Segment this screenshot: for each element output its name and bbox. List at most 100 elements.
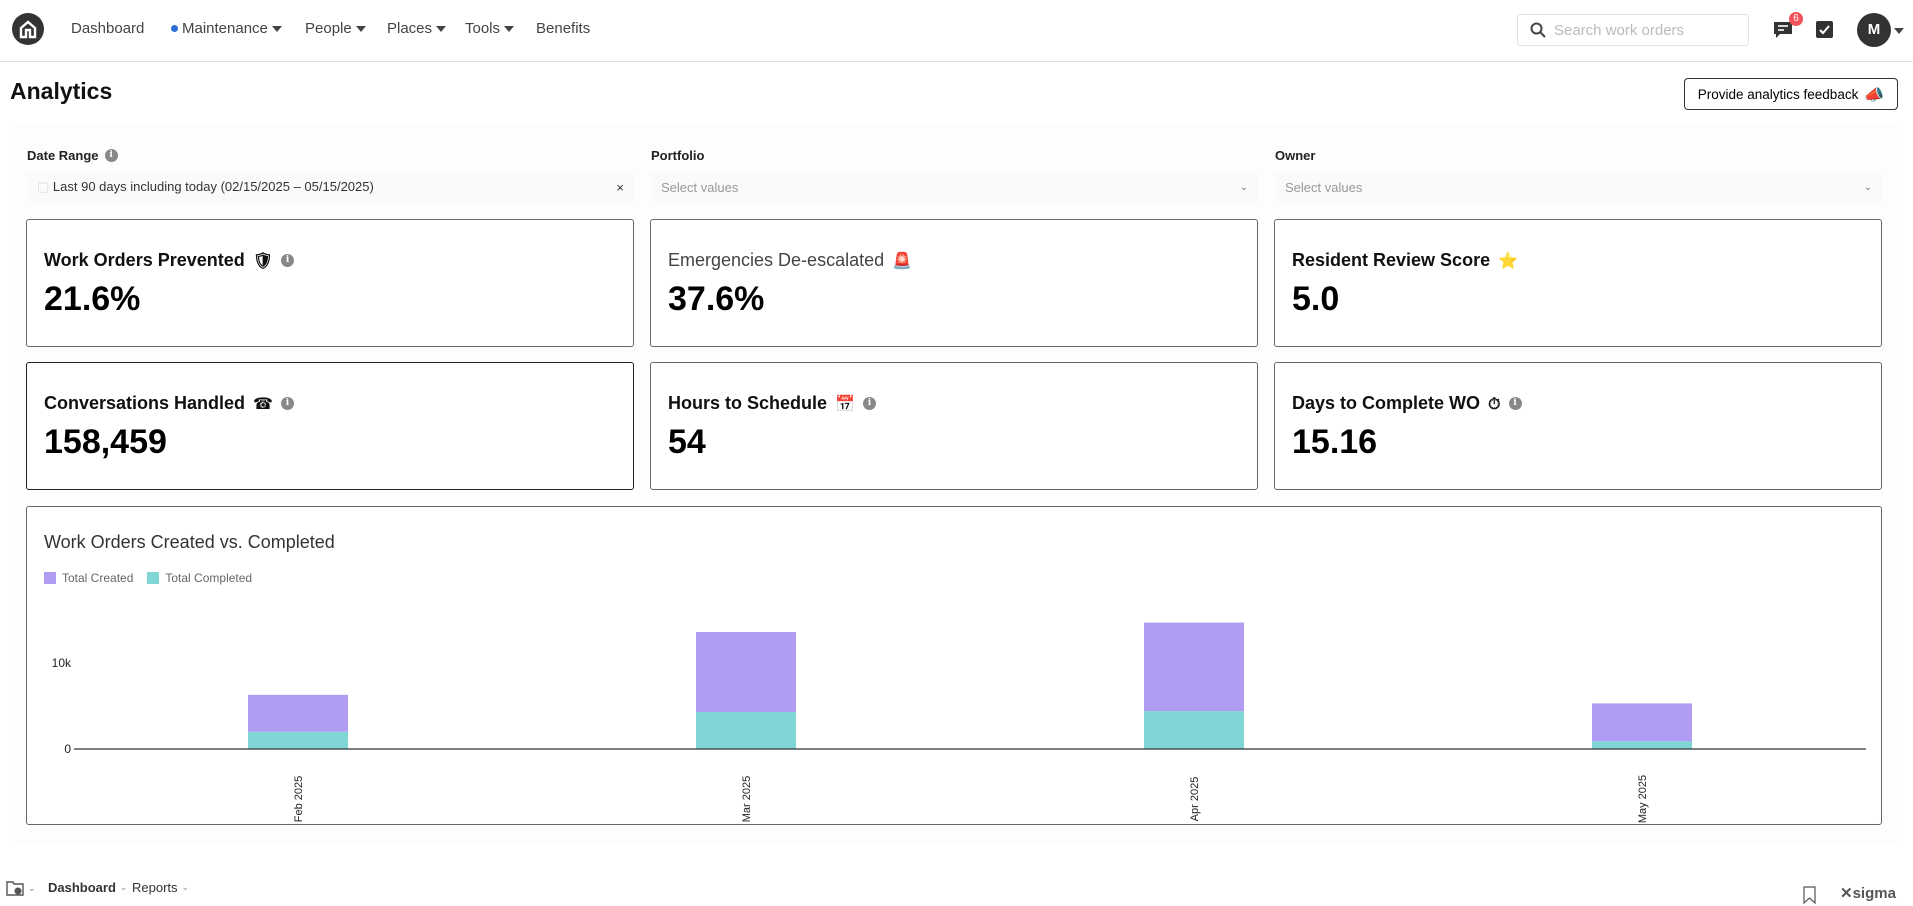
kpi-card-resident-review-score[interactable]: Resident Review Score ⭐ 5.0 bbox=[1274, 219, 1882, 347]
sigma-logo-icon: ✕ bbox=[1840, 885, 1853, 902]
kpi-emoji-icon: 🛡 bbox=[252, 251, 274, 270]
home-logo-icon[interactable] bbox=[12, 13, 44, 45]
bar-total-created[interactable] bbox=[696, 632, 796, 713]
footer-tab-reports[interactable]: Reports ⌄ bbox=[132, 880, 190, 895]
chart-legend: Total Created Total Completed bbox=[44, 571, 252, 585]
megaphone-icon: 📣 bbox=[1864, 84, 1885, 104]
kpi-emoji-icon: ⭐ bbox=[1498, 251, 1519, 270]
bookmark-icon[interactable] bbox=[1803, 886, 1816, 904]
bar-total-completed[interactable] bbox=[248, 731, 348, 749]
kpi-title: Work Orders Prevented 🛡 i bbox=[44, 250, 295, 271]
portfolio-placeholder: Select values bbox=[661, 179, 739, 195]
x-tick-label: Apr 2025 bbox=[1189, 777, 1201, 822]
x-tick-label: Feb 2025 bbox=[293, 776, 305, 822]
nav-item-people[interactable]: People bbox=[305, 20, 366, 37]
clear-icon[interactable]: × bbox=[616, 179, 624, 195]
portfolio-label: Portfolio bbox=[651, 148, 705, 163]
kpi-value: 37.6% bbox=[668, 280, 765, 318]
bar-total-completed[interactable] bbox=[696, 712, 796, 749]
sigma-logo: ✕sigma bbox=[1840, 885, 1896, 902]
status-dot bbox=[171, 25, 178, 32]
kpi-card-hours-to-schedule[interactable]: Hours to Schedule 📅 i 54 bbox=[650, 362, 1258, 490]
info-icon[interactable]: i bbox=[281, 254, 295, 267]
feedback-label: Provide analytics feedback bbox=[1697, 86, 1859, 102]
legend-item-created[interactable]: Total Created bbox=[44, 571, 133, 585]
kpi-value: 15.16 bbox=[1292, 423, 1378, 461]
info-icon[interactable]: i bbox=[1508, 397, 1522, 410]
bar-total-created[interactable] bbox=[1592, 703, 1692, 742]
search-box[interactable] bbox=[1517, 14, 1749, 46]
nav-item-label: Places bbox=[387, 20, 433, 37]
search-icon bbox=[1530, 22, 1546, 38]
kpi-value: 158,459 bbox=[44, 423, 167, 461]
bar-total-completed[interactable] bbox=[1144, 711, 1244, 749]
kpi-emoji-icon: 🚨 bbox=[892, 251, 913, 270]
folder-menu[interactable]: ⌄ bbox=[6, 880, 36, 896]
page-title: Analytics bbox=[10, 78, 113, 104]
owner-placeholder: Select values bbox=[1285, 179, 1363, 195]
kpi-title: Emergencies De-escalated 🚨 bbox=[668, 250, 913, 270]
calendar-icon: ▢ bbox=[37, 179, 53, 194]
nav-item-maintenance[interactable]: Maintenance bbox=[171, 20, 282, 37]
kpi-value: 54 bbox=[668, 423, 706, 461]
kpi-title: Conversations Handled ☎ i bbox=[44, 393, 294, 414]
portfolio-select[interactable]: Select values ⌄ bbox=[651, 172, 1258, 202]
nav-item-label: Tools bbox=[465, 20, 501, 37]
bar-total-created[interactable] bbox=[248, 694, 348, 732]
owner-select[interactable]: Select values ⌄ bbox=[1275, 172, 1882, 202]
nav-item-benefits[interactable]: Benefits bbox=[536, 20, 590, 37]
x-tick-label: May 2025 bbox=[1637, 775, 1649, 823]
kpi-title: Hours to Schedule 📅 i bbox=[668, 393, 876, 414]
kpi-emoji-icon: 📅 bbox=[835, 394, 855, 413]
nav-item-label: Maintenance bbox=[182, 20, 268, 37]
kpi-card-work-orders-prevented[interactable]: Work Orders Prevented 🛡 i 21.6% bbox=[26, 219, 634, 347]
caret-down-icon bbox=[504, 25, 515, 32]
x-tick-label: Mar 2025 bbox=[741, 776, 753, 822]
kpi-card-days-to-complete-wo[interactable]: Days to Complete WO ⏱ i 15.16 bbox=[1274, 362, 1882, 490]
avatar-menu-caret-icon[interactable] bbox=[1894, 28, 1904, 34]
kpi-card-emergencies-de-escalated[interactable]: Emergencies De-escalated 🚨 37.6% bbox=[650, 219, 1258, 347]
info-icon[interactable]: i bbox=[862, 397, 876, 410]
chart-plot: Feb 2025 Mar 2025 Apr 2025 May 2025 0 10k bbox=[52, 622, 1866, 823]
nav-item-tools[interactable]: Tools bbox=[465, 20, 515, 37]
bar-total-completed[interactable] bbox=[1592, 741, 1692, 749]
chevron-down-icon: ⌄ bbox=[1863, 181, 1872, 193]
folder-icon bbox=[6, 881, 24, 896]
kpi-emoji-icon: ⏱ bbox=[1488, 393, 1501, 413]
legend-item-completed[interactable]: Total Completed bbox=[147, 571, 252, 585]
messages-icon[interactable] bbox=[1773, 20, 1793, 40]
search-input[interactable] bbox=[1554, 21, 1734, 39]
nav-item-places[interactable]: Places bbox=[387, 20, 447, 37]
y-tick-label: 10k bbox=[52, 656, 72, 670]
nav-item-label: Dashboard bbox=[71, 20, 145, 37]
y-tick-label: 0 bbox=[64, 742, 71, 756]
kpi-value: 5.0 bbox=[1292, 280, 1340, 318]
messages-badge: 6 bbox=[1789, 12, 1803, 26]
kpi-value: 21.6% bbox=[44, 280, 141, 318]
date-range-label: Date Range i bbox=[27, 148, 118, 163]
caret-down-icon bbox=[271, 25, 282, 32]
caret-down-icon bbox=[436, 25, 447, 32]
top-navbar: Dashboard Maintenance People Places Tools Ben… bbox=[0, 0, 1913, 62]
bar-total-created[interactable] bbox=[1144, 622, 1244, 712]
date-range-label-text: Date Range bbox=[27, 148, 99, 163]
work-orders-chart: Work Orders Created vs. Completed Total … bbox=[26, 506, 1882, 825]
owner-label: Owner bbox=[1275, 148, 1316, 163]
kpi-card-conversations-handled[interactable]: Conversations Handled ☎ i 158,459 bbox=[26, 362, 634, 490]
kpi-title: Days to Complete WO ⏱ i bbox=[1292, 393, 1522, 414]
nav-item-label: People bbox=[305, 20, 352, 37]
user-avatar[interactable]: M bbox=[1857, 13, 1891, 47]
nav-item-label: Benefits bbox=[536, 20, 591, 37]
footer-tab-dashboard[interactable]: Dashboard ⌄ bbox=[48, 880, 128, 895]
info-icon[interactable]: i bbox=[104, 149, 118, 162]
chevron-down-icon: ⌄ bbox=[1239, 181, 1248, 193]
info-icon[interactable]: i bbox=[280, 397, 294, 410]
provide-feedback-button[interactable]: Provide analytics feedback 📣 bbox=[1684, 78, 1898, 110]
nav-item-dashboard[interactable]: Dashboard bbox=[71, 20, 144, 37]
chart-title: Work Orders Created vs. Completed bbox=[44, 532, 335, 552]
tasks-checkbox-icon[interactable] bbox=[1816, 21, 1833, 38]
kpi-title: Resident Review Score ⭐ bbox=[1292, 250, 1519, 270]
caret-down-icon bbox=[355, 25, 366, 32]
date-range-input[interactable]: ▢ Last 90 days including today (02/15/20… bbox=[27, 172, 634, 202]
date-range-value: Last 90 days including today (02/15/2025… bbox=[52, 179, 374, 194]
